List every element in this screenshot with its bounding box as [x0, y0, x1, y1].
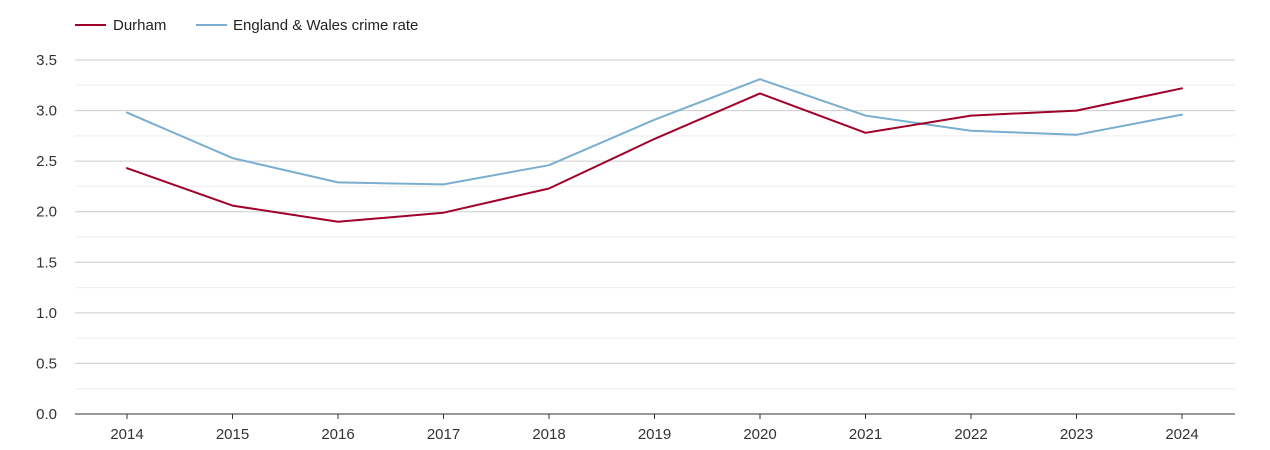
x-tick-label: 2014: [110, 426, 143, 443]
y-tick-label: 1.0: [36, 305, 57, 322]
x-tick-label: 2023: [1060, 426, 1093, 443]
y-tick-label: 1.5: [36, 254, 57, 271]
y-tick-label: 2.5: [36, 153, 57, 170]
x-tick-label: 2018: [532, 426, 565, 443]
x-tick-label: 2022: [954, 426, 987, 443]
x-tick-label: 2015: [216, 426, 249, 443]
y-tick-label: 0.5: [36, 355, 57, 372]
legend: Durham England & Wales crime rate: [75, 17, 418, 34]
x-tick-label: 2019: [638, 426, 671, 443]
x-tick-label: 2024: [1165, 426, 1198, 443]
series-line-england-wales: [126, 78, 1183, 186]
y-tick-label: 3.5: [36, 52, 57, 69]
y-tick-label: 0.0: [36, 406, 57, 423]
y-tick-label: 2.0: [36, 204, 57, 221]
legend-label-durham: Durham: [113, 17, 166, 34]
x-tick-label: 2017: [427, 426, 460, 443]
x-tick-label: 2020: [743, 426, 776, 443]
x-tick-label: 2021: [849, 426, 882, 443]
gridlines: [75, 59, 1235, 390]
series-line-durham: [126, 87, 1183, 223]
y-axis: 0.0 0.5 1.0 1.5 2.0 2.5 3.0 3.5: [36, 52, 57, 423]
series-group: [126, 78, 1183, 223]
y-tick-label: 3.0: [36, 103, 57, 120]
x-tick-label: 2016: [321, 426, 354, 443]
x-axis: 2014 2015 2016 2017 2018 2019 2020 2021 2022 2023…: [75, 413, 1235, 443]
legend-label-england-wales: England & Wales crime rate: [233, 17, 418, 34]
